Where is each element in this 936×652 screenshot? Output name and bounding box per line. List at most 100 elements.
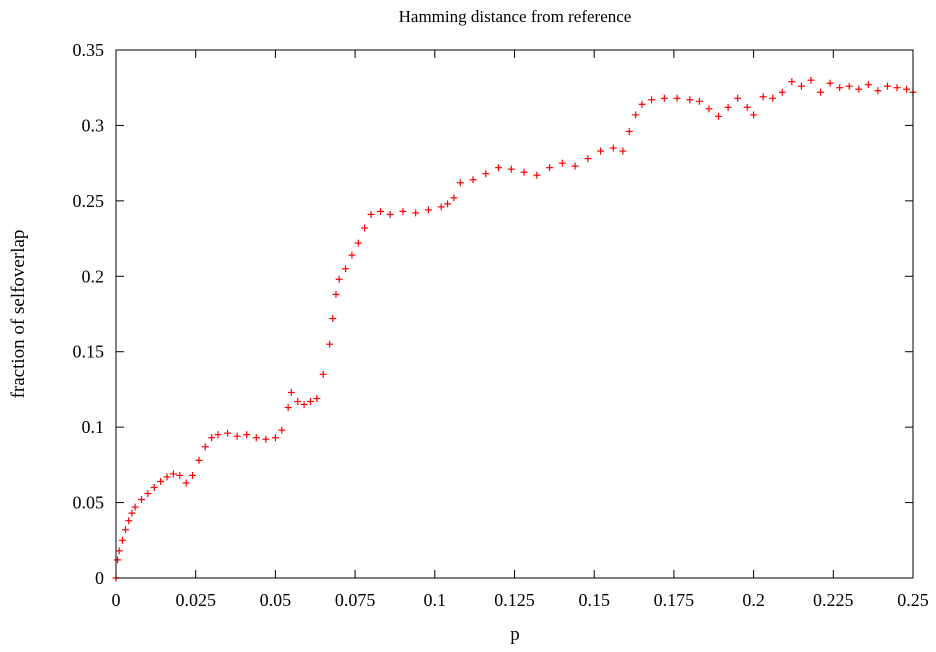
data-point — [329, 315, 337, 323]
data-point — [128, 509, 136, 517]
data-point — [450, 194, 458, 202]
x-tick-label: 0.1 — [424, 590, 447, 610]
data-point — [520, 168, 528, 176]
data-point — [335, 275, 343, 283]
y-axis: 0 0.05 0.1 0.15 0.2 0.25 0.3 0.35 — [73, 40, 913, 588]
data-point — [367, 210, 375, 218]
data-point — [444, 200, 452, 208]
data-point — [874, 87, 882, 95]
data-point — [342, 265, 350, 273]
data-point — [176, 471, 184, 479]
x-tick-label: 0.025 — [175, 590, 216, 610]
data-point — [619, 147, 627, 155]
data-point — [715, 112, 723, 120]
x-tick-label: 0.225 — [813, 590, 854, 610]
data-point — [660, 94, 668, 102]
data-point — [332, 290, 340, 298]
data-point — [546, 164, 554, 172]
data-point — [456, 179, 464, 187]
data-point — [903, 85, 911, 93]
chart-title: Hamming distance from reference — [399, 7, 632, 26]
data-point — [163, 473, 171, 481]
data-point — [571, 162, 579, 170]
data-point — [243, 431, 251, 439]
x-tick-label: 0.25 — [897, 590, 929, 610]
data-point — [182, 479, 190, 487]
data-point — [122, 526, 130, 534]
data-point — [284, 404, 292, 412]
data-point — [769, 94, 777, 102]
data-point — [115, 547, 123, 555]
data-point — [386, 210, 394, 218]
x-tick-label: 0.15 — [578, 590, 610, 610]
data-point — [424, 206, 432, 214]
data-point — [306, 397, 314, 405]
data-point — [673, 94, 681, 102]
data-point — [705, 105, 713, 113]
data-point — [233, 432, 241, 440]
data-point — [252, 434, 260, 442]
data-point — [817, 88, 825, 96]
data-point — [271, 434, 279, 442]
data-point — [437, 203, 445, 211]
data-point — [208, 434, 216, 442]
data-point — [469, 176, 477, 184]
data-point — [412, 209, 420, 217]
plot-points — [112, 76, 917, 582]
data-point — [201, 443, 209, 451]
data-point — [743, 103, 751, 111]
data-point — [482, 170, 490, 178]
y-tick-label: 0.1 — [82, 417, 105, 437]
data-point — [294, 397, 302, 405]
data-point — [138, 496, 146, 504]
x-tick-label: 0 — [112, 590, 121, 610]
y-tick-label: 0.25 — [73, 191, 105, 211]
data-point — [319, 370, 327, 378]
data-point — [300, 401, 308, 409]
data-point — [797, 82, 805, 90]
data-point — [759, 93, 767, 101]
data-point — [558, 159, 566, 167]
data-point — [788, 78, 796, 86]
x-tick-label: 0.2 — [742, 590, 765, 610]
data-point — [195, 456, 203, 464]
data-point — [855, 85, 863, 93]
y-tick-label: 0.3 — [82, 115, 105, 135]
data-point — [125, 517, 133, 525]
data-point — [778, 88, 786, 96]
data-point — [734, 94, 742, 102]
data-point — [695, 97, 703, 105]
data-point — [625, 127, 633, 135]
data-point — [157, 477, 165, 485]
data-point — [361, 224, 369, 232]
y-tick-label: 0.15 — [73, 342, 105, 362]
data-point — [632, 111, 640, 119]
data-point — [150, 483, 158, 491]
data-point — [807, 76, 815, 84]
x-tick-label: 0.05 — [260, 590, 292, 610]
data-point — [893, 84, 901, 92]
y-axis-label: fraction of selfoverlap — [8, 230, 29, 399]
data-point — [189, 471, 197, 479]
data-point — [118, 536, 126, 544]
data-point — [836, 84, 844, 92]
data-point — [845, 82, 853, 90]
data-point — [495, 164, 503, 172]
y-tick-label: 0.35 — [73, 40, 105, 60]
data-point — [131, 503, 139, 511]
y-tick-label: 0.2 — [82, 266, 105, 286]
y-tick-label: 0 — [95, 568, 104, 588]
data-point — [507, 165, 515, 173]
y-tick-label: 0.05 — [73, 493, 105, 513]
data-point — [399, 207, 407, 215]
data-point — [278, 426, 286, 434]
data-point — [584, 155, 592, 163]
data-point — [348, 251, 356, 259]
data-point — [326, 340, 334, 348]
x-axis-label: p — [510, 624, 520, 645]
data-point — [750, 111, 758, 119]
data-point — [609, 144, 617, 152]
data-point — [864, 81, 872, 89]
